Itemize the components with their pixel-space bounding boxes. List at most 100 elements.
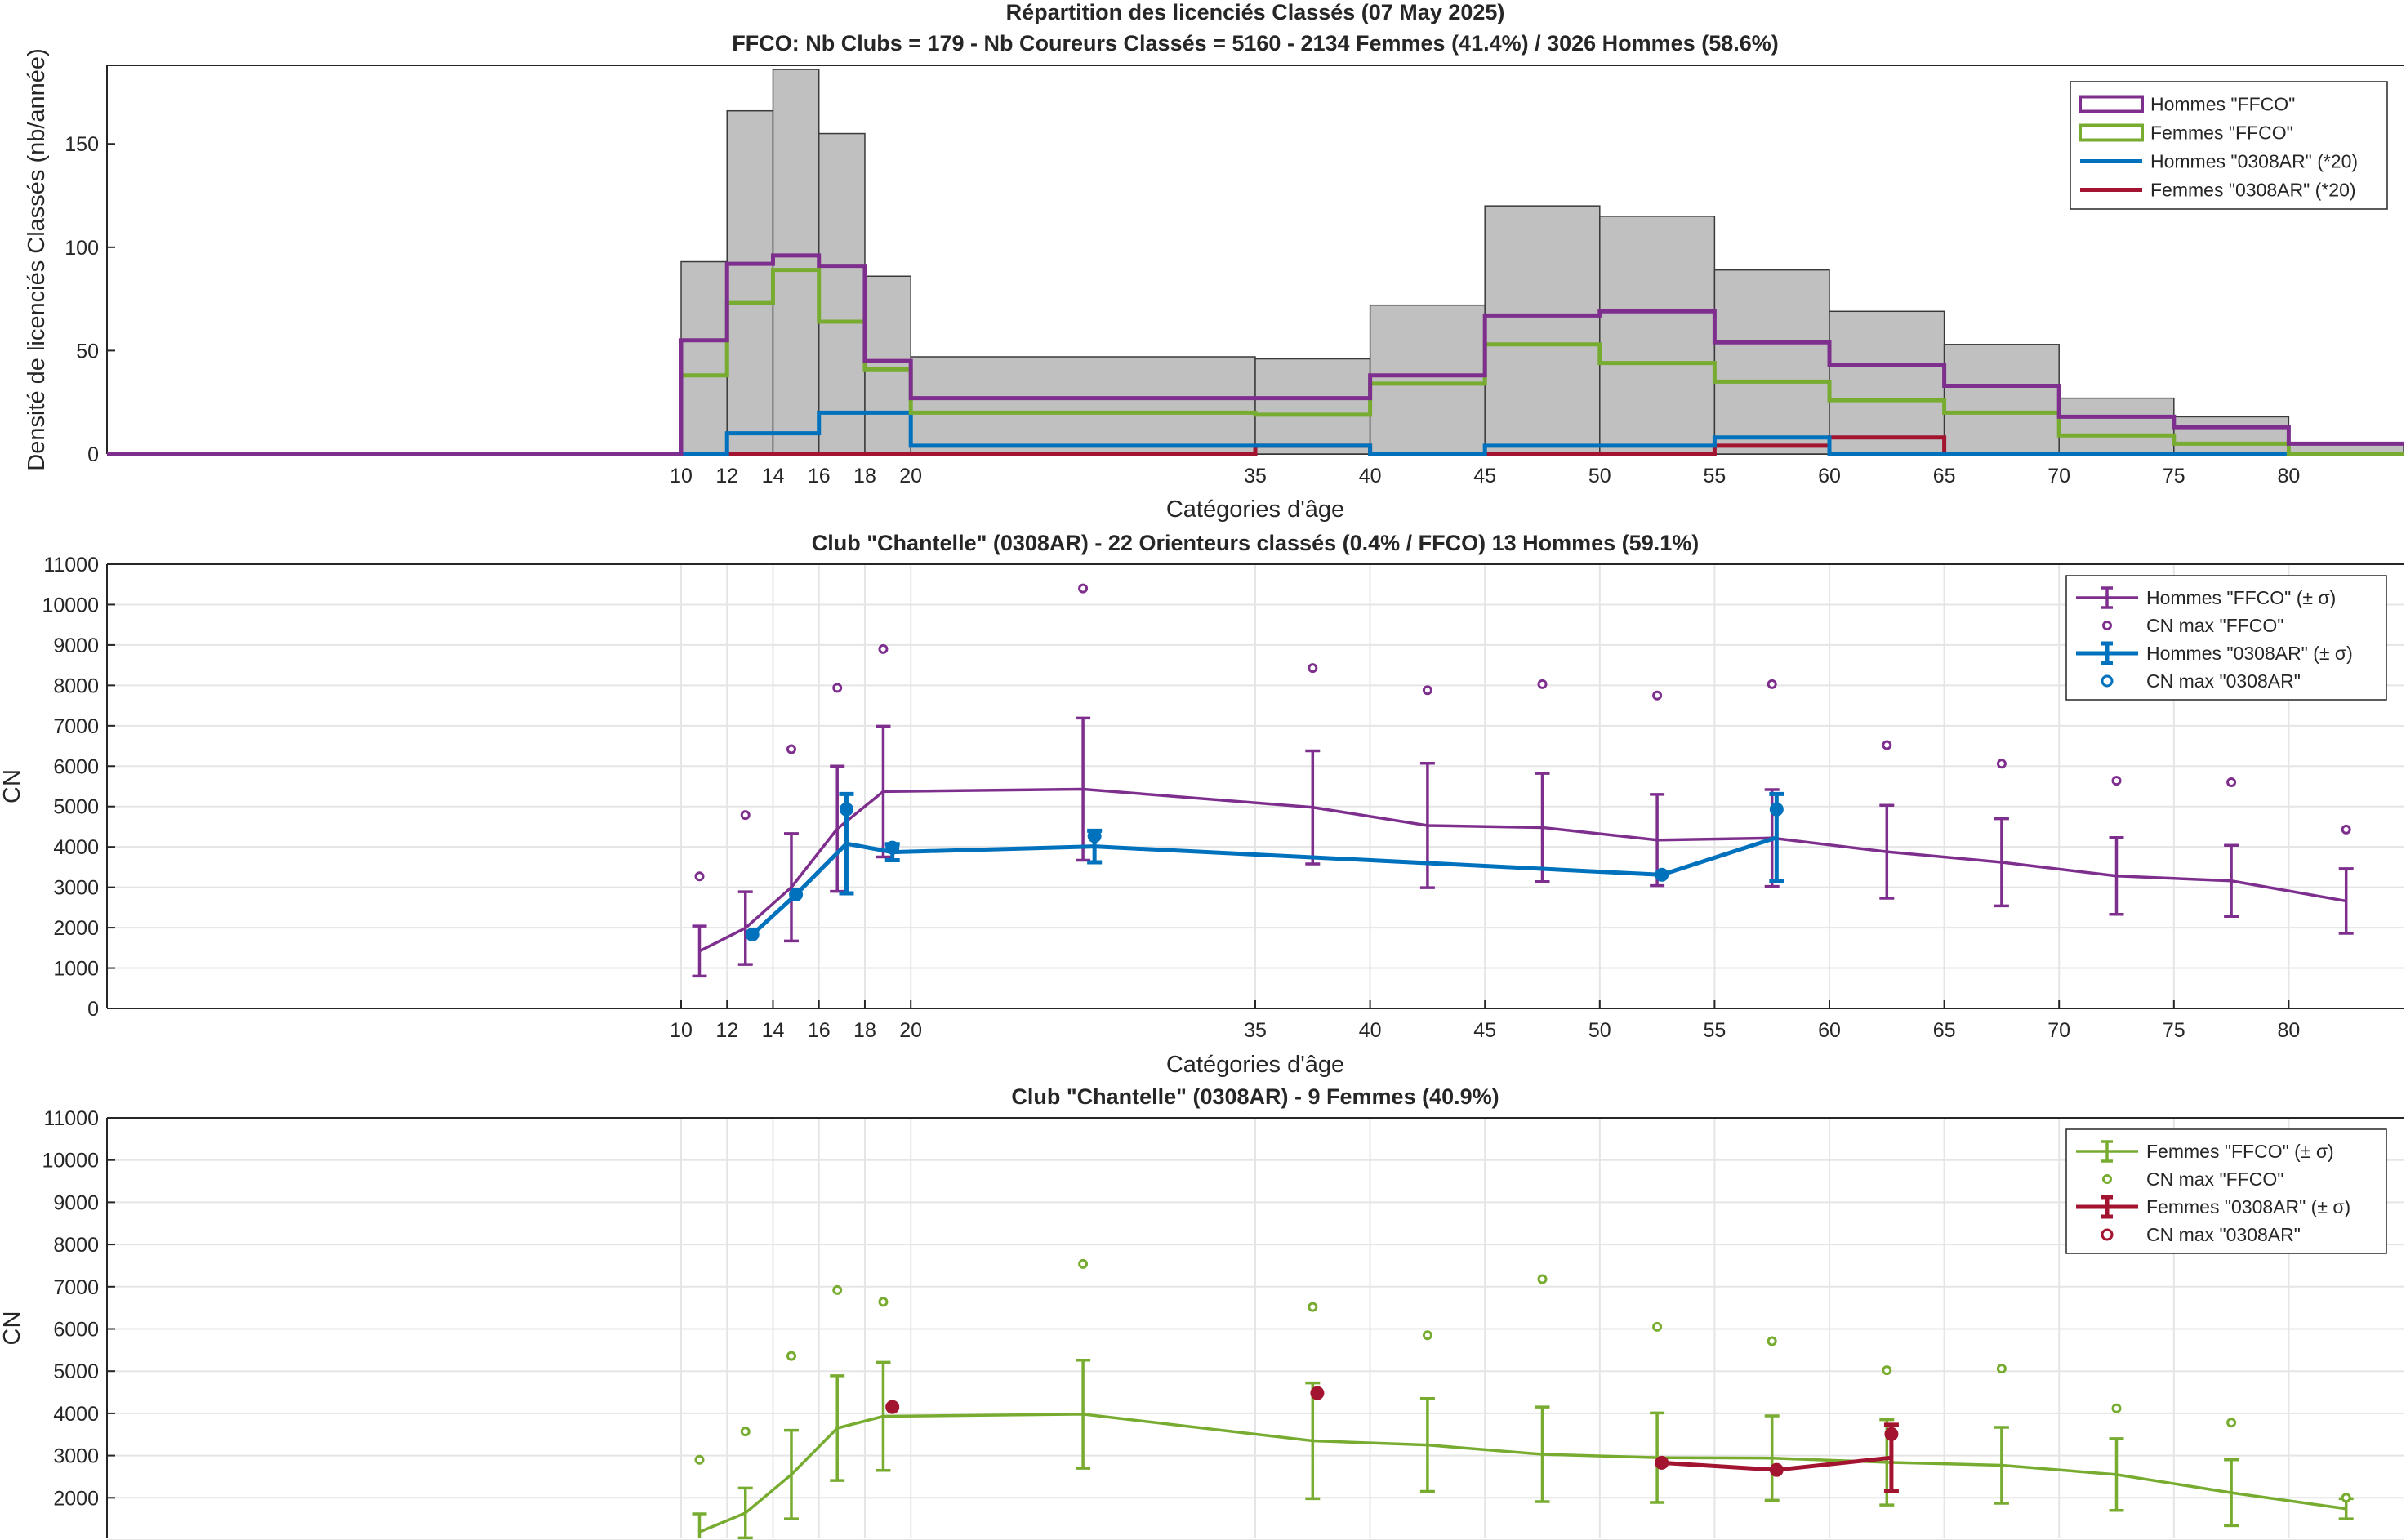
data-point [1087, 829, 1102, 843]
series-points-femmes_ffco [694, 1258, 2351, 1503]
legend-label: Hommes "FFCO" [2150, 94, 2295, 115]
data-point [1655, 1455, 1669, 1470]
histogram-panel: 0 50 100 150 10 12 14 16 18 20 35 40 45 50 55 60 65 70 75 8… [24, 0, 2404, 523]
data-point [2111, 1403, 2122, 1413]
data-point [839, 802, 853, 817]
y-tick-label: 9000 [53, 1191, 99, 1214]
legend-entry: CN max "FFCO" [2102, 615, 2283, 636]
data-point [2341, 1493, 2351, 1503]
data-point [832, 1284, 843, 1295]
y-tick-label: 0 [87, 998, 99, 1021]
x-tick-label: 12 [715, 465, 738, 487]
y-tick-label: 10000 [42, 594, 99, 616]
chart-title: Club "Chantelle" (0308AR) - 9 Femmes (40… [1011, 1084, 1499, 1109]
histogram-bar [1254, 358, 1371, 455]
x-tick-label: 20 [899, 1019, 922, 1042]
y-tick-label: 100 [65, 237, 99, 260]
gridlines [107, 1117, 2404, 1540]
data-point [1882, 1365, 1892, 1376]
data-point [1078, 1258, 1089, 1269]
x-axis-label: Catégories d'âge [1166, 496, 1344, 523]
histogram-bar [772, 69, 820, 455]
legend-entry: Femmes "0308AR" (*20) [2080, 180, 2356, 201]
data-point [1308, 663, 1318, 674]
series-line [698, 1413, 2346, 1533]
legend-entry: Hommes "0308AR" (*20) [2080, 151, 2358, 172]
data-point [740, 810, 751, 821]
x-tick-label: 60 [1818, 465, 1841, 487]
legend-label: CN max "0308AR" [2146, 1224, 2301, 1245]
legend-label: Femmes "FFCO" (± σ) [2146, 1141, 2334, 1162]
legend-label: Femmes "0308AR" (*20) [2150, 180, 2356, 201]
histogram-bar [2173, 416, 2290, 455]
y-tick-label: 6000 [53, 755, 99, 778]
data-point [878, 1297, 889, 1307]
data-point [786, 1351, 796, 1361]
x-tick-label: 70 [2047, 465, 2070, 487]
y-tick-label: 150 [65, 133, 99, 156]
x-tick-label: 45 [1473, 465, 1496, 487]
data-point [1882, 740, 1892, 750]
y-tick-label: 5000 [53, 1360, 99, 1383]
data-point [1652, 1321, 1663, 1332]
series-points-femmes_club [885, 1386, 1899, 1477]
legend-entry: CN max "0308AR" [2101, 670, 2301, 692]
histogram-bar [1369, 304, 1486, 455]
y-tick-label: 2000 [53, 1487, 99, 1510]
legend: Hommes "FFCO" Femmes "FFCO" Hommes "0308AR… [2070, 81, 2388, 210]
femmes-cn-panel: 2000 3000 4000 5000 6000 7000 8000 9000 10000 110… [0, 1084, 2404, 1540]
series-points-hommes_ffco [694, 583, 2351, 882]
data-point [885, 1400, 900, 1414]
y-tick-label: 4000 [53, 1403, 99, 1426]
histogram-bar [910, 356, 1256, 455]
y-tick-label: 3000 [53, 1445, 99, 1468]
y-tick-label: 6000 [53, 1319, 99, 1342]
histogram-bar [818, 132, 866, 455]
data-point [1767, 1336, 1777, 1346]
legend-entry: Hommes "FFCO" (± σ) [2076, 586, 2336, 609]
data-point [740, 1427, 751, 1437]
data-point [1422, 685, 1432, 696]
histogram-bar [1943, 344, 2060, 455]
data-point [1422, 1330, 1432, 1341]
y-axis-label: Densité de licenciés Classés (nb/année) [24, 48, 50, 470]
legend-marker [2101, 674, 2114, 688]
series-points-hommes_club [745, 802, 1784, 941]
y-tick-label: 10000 [42, 1150, 99, 1173]
legend-marker [2102, 621, 2112, 630]
legend-label: Femmes "FFCO" [2150, 122, 2293, 144]
histogram-bar [2058, 397, 2175, 455]
y-tick-label: 2000 [53, 917, 99, 940]
data-point [1884, 1427, 1899, 1441]
data-point [1078, 583, 1089, 594]
x-tick-label: 40 [1359, 1019, 1382, 1042]
data-point [885, 840, 900, 855]
x-tick-label: 16 [808, 465, 831, 487]
legend-marker [2101, 1228, 2114, 1241]
x-tick-label: 35 [1244, 1019, 1267, 1042]
x-tick-label: 16 [808, 1019, 831, 1042]
chart-subtitle: FFCO: Nb Clubs = 179 - Nb Coureurs Class… [732, 31, 1779, 56]
x-axis-label: Catégories d'âge [1166, 1052, 1344, 1078]
x-tick-label: 18 [853, 1019, 876, 1042]
y-tick-label: 4000 [53, 836, 99, 859]
legend-label: Hommes "0308AR" (*20) [2150, 151, 2358, 172]
x-tick-label: 50 [1588, 465, 1611, 487]
legend-entry: Hommes "0308AR" (± σ) [2076, 641, 2353, 665]
x-tick-label: 75 [2163, 465, 2185, 487]
legend-label: CN max "FFCO" [2146, 615, 2283, 636]
data-point [1996, 759, 2007, 769]
x-tick-label: 50 [1588, 1019, 1611, 1042]
y-tick-label: 9000 [53, 634, 99, 657]
histogram-bar [1599, 216, 1716, 455]
data-point [1769, 1462, 1784, 1477]
data-point [1308, 1302, 1318, 1312]
legend-swatch [2079, 123, 2144, 142]
x-tick-label: 65 [1933, 465, 1956, 487]
y-tick-label: 0 [87, 443, 99, 466]
legend-label: Femmes "0308AR" (± σ) [2146, 1196, 2350, 1217]
legend-entry: Hommes "FFCO" [2079, 94, 2295, 115]
